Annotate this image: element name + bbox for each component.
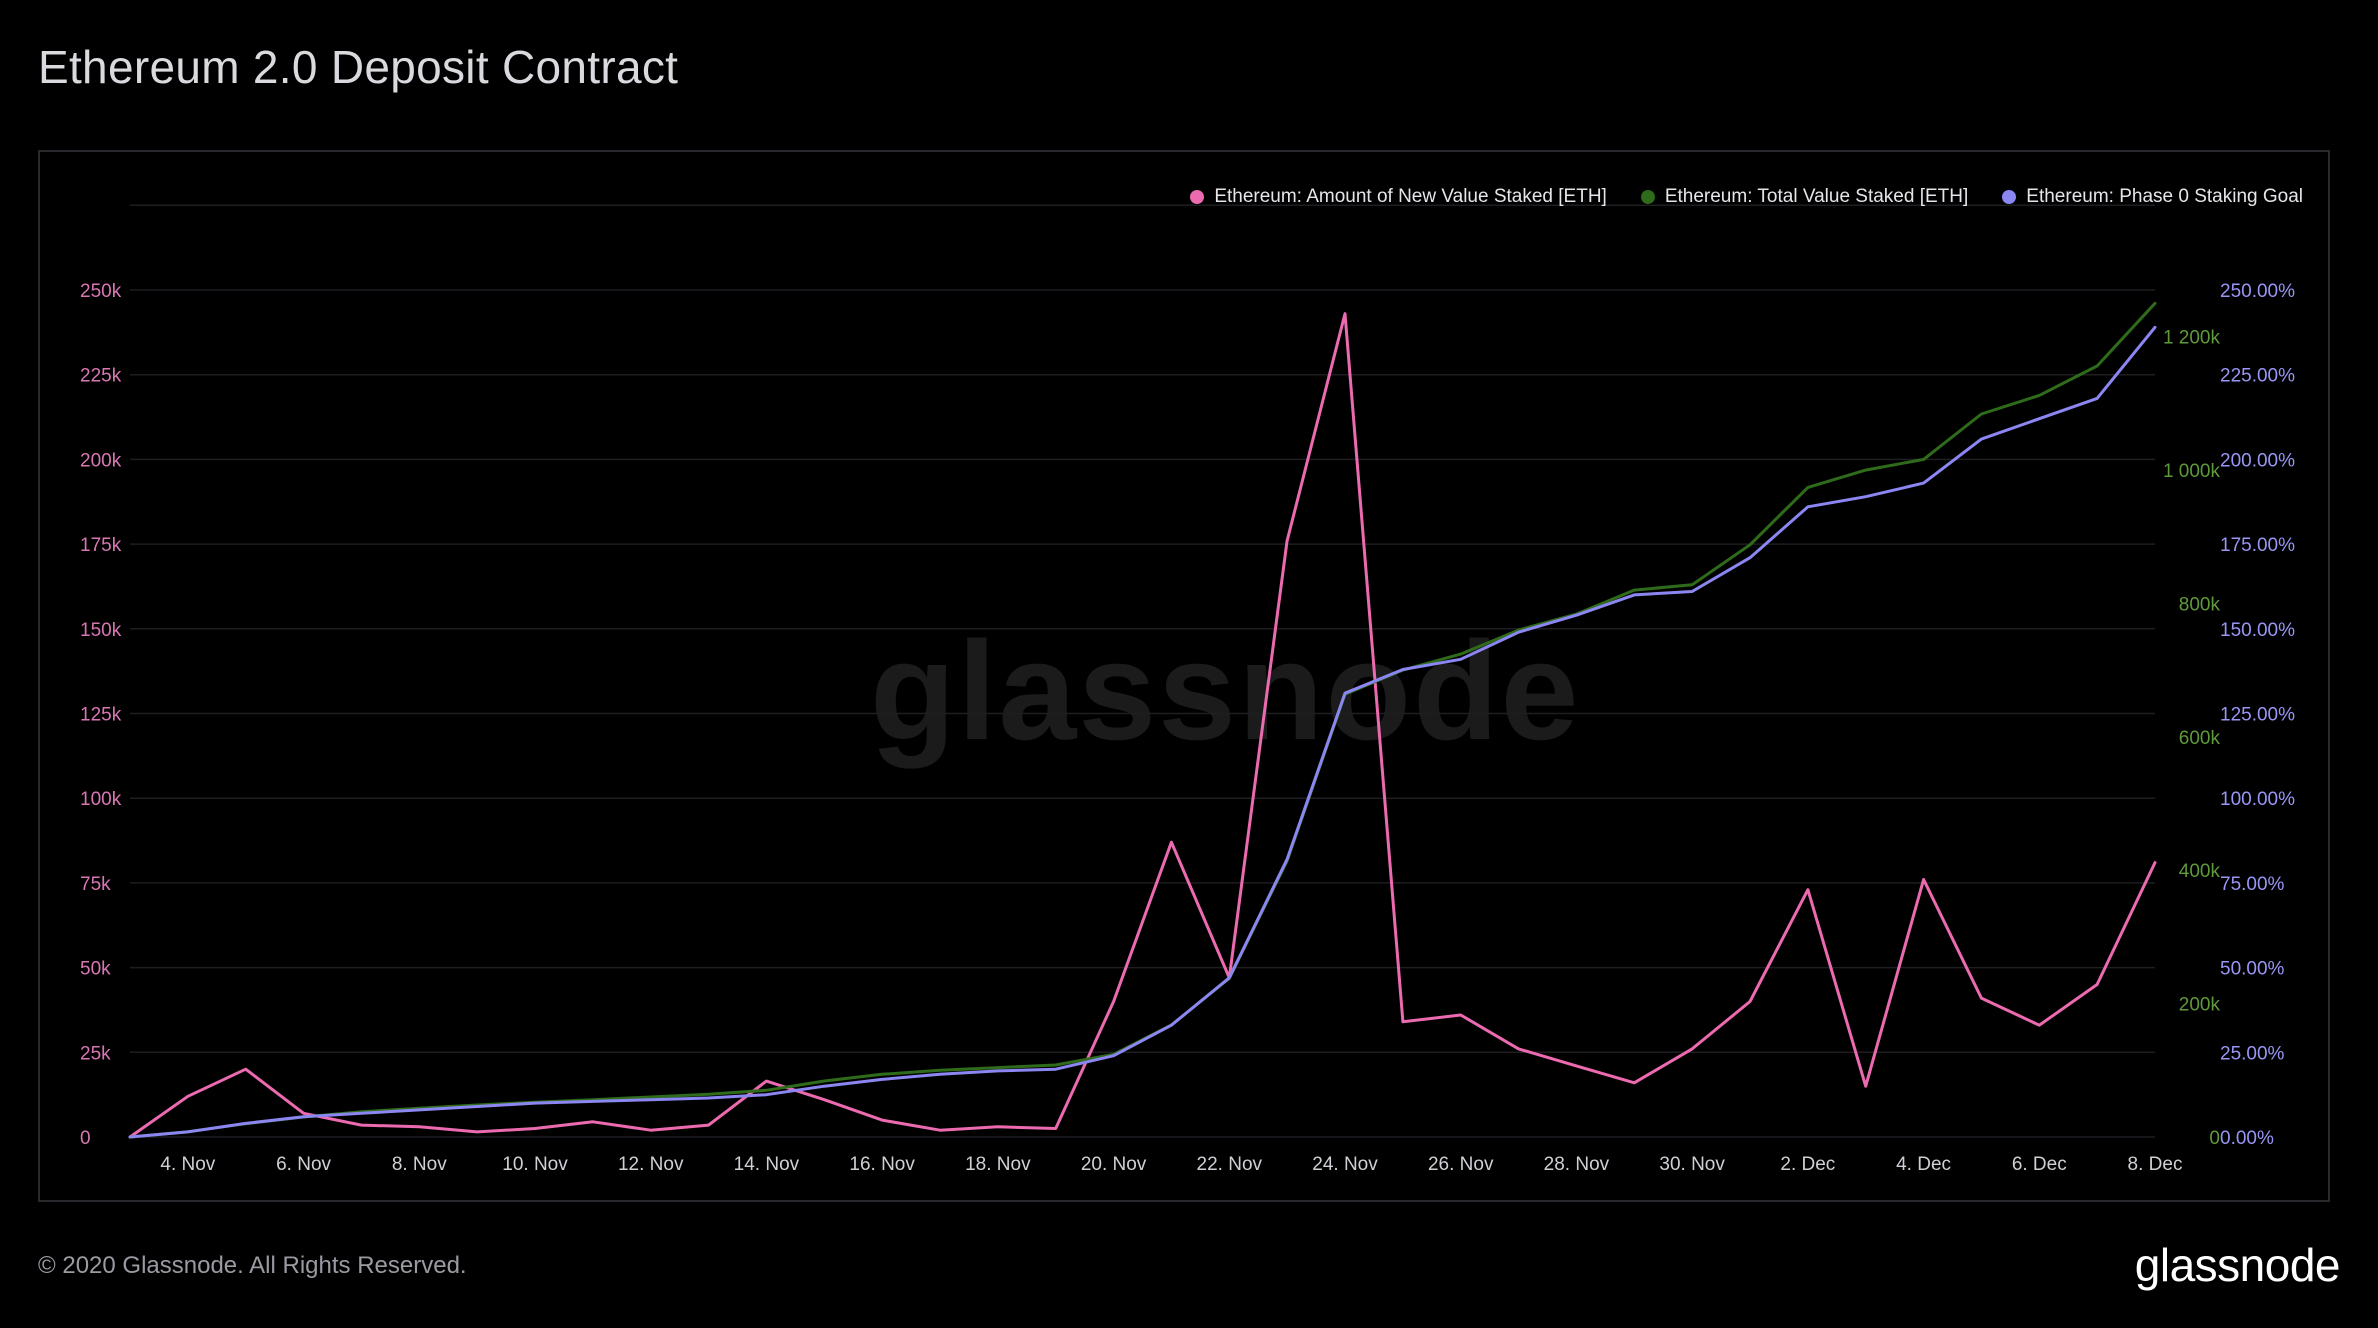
left-axis-tick-label: 250k [80,281,122,302]
right-axis-tick-label: 25.00% [2220,1043,2285,1064]
legend-dot-total-value [1640,190,1655,204]
x-axis-tick-label: 10. Nov [502,1154,568,1175]
right-axis-tick-label: 200.00% [2220,450,2295,471]
mid-axis-tick-label: 600k [2179,728,2221,749]
x-axis-tick-label: 18. Nov [965,1154,1031,1175]
right-axis-tick-label: 175.00% [2220,535,2295,556]
page-title: Ethereum 2.0 Deposit Contract [38,41,679,93]
x-axis-tick-label: 4. Nov [160,1154,215,1175]
legend-label-staking-goal: Ethereum: Phase 0 Staking Goal [2026,186,2303,207]
x-axis-tick-label: 26. Nov [1428,1154,1494,1175]
chart-legend: Ethereum: Amount of New Value Staked [ET… [1190,186,2303,208]
watermark: glassnode [870,612,1581,769]
left-axis-tick-label: 0 [80,1128,91,1149]
right-axis-tick-label: 0.00% [2220,1128,2274,1149]
glassnode-logo[interactable]: glassnode [2134,1239,2341,1291]
footer-copyright: © 2020 Glassnode. All Rights Reserved. [38,1252,467,1279]
x-axis-tick-label: 2. Dec [1780,1154,1835,1175]
x-axis-tick-label: 8. Nov [392,1154,447,1175]
right-axis-tick-label: 125.00% [2220,705,2295,726]
series-line-new-value [128,312,2157,1139]
left-axis-tick-label: 75k [80,874,111,895]
left-axis-tick-label: 100k [80,789,122,810]
legend-item-new-value[interactable]: Ethereum: Amount of New Value Staked [ET… [1190,186,1607,208]
legend-label-total-value: Ethereum: Total Value Staked [ETH] [1664,186,1969,207]
x-axis-tick-label: 16. Nov [849,1154,915,1175]
mid-axis-tick-label: 1 000k [2163,461,2221,482]
x-axis-tick-label: 22. Nov [1197,1154,1263,1175]
legend-dot-staking-goal [2002,190,2017,204]
right-axis-tick-label: 100.00% [2220,789,2295,810]
x-axis-tick-label: 8. Dec [2128,1154,2183,1175]
x-axis-tick-label: 20. Nov [1081,1154,1147,1175]
legend-item-staking-goal[interactable]: Ethereum: Phase 0 Staking Goal [2002,186,2303,208]
right-axis-tick-label: 50.00% [2220,959,2285,980]
mid-axis-tick-label: 1 200k [2163,328,2221,349]
x-axis-tick-label: 14. Nov [734,1154,800,1175]
legend-dot-new-value [1190,190,1205,204]
left-axis-tick-label: 175k [80,535,122,556]
series-line-staking-goal [128,325,2157,1139]
left-axis-tick-label: 125k [80,705,122,726]
x-axis-tick-label: 28. Nov [1544,1154,1610,1175]
right-axis-tick-label: 250.00% [2220,281,2295,302]
x-axis-tick-label: 30. Nov [1659,1154,1725,1175]
right-axis-tick-label: 225.00% [2220,366,2295,387]
legend-label-new-value: Ethereum: Amount of New Value Staked [ET… [1214,186,1607,207]
mid-axis-tick-label: 400k [2179,861,2221,882]
left-axis-tick-label: 50k [80,959,111,980]
mid-axis-tick-label: 0 [2209,1128,2220,1149]
mid-axis-tick-label: 800k [2179,594,2221,615]
x-axis-tick-label: 24. Nov [1312,1154,1378,1175]
legend-item-total-value[interactable]: Ethereum: Total Value Staked [ETH] [1640,186,1969,208]
right-axis-tick-label: 75.00% [2220,874,2285,895]
chart-frame [38,150,2330,1202]
series-line-total-value [128,301,2157,1139]
x-axis-tick-label: 6. Dec [2012,1154,2067,1175]
left-axis-tick-label: 225k [80,366,122,387]
left-axis-tick-label: 200k [80,450,122,471]
mid-axis-tick-label: 200k [2179,995,2221,1016]
left-axis-tick-label: 25k [80,1043,111,1064]
x-axis-tick-label: 4. Dec [1896,1154,1951,1175]
right-axis-tick-label: 150.00% [2220,620,2295,641]
x-axis-tick-label: 12. Nov [618,1154,684,1175]
left-axis-tick-label: 150k [80,620,122,641]
x-axis-tick-label: 6. Nov [276,1154,331,1175]
